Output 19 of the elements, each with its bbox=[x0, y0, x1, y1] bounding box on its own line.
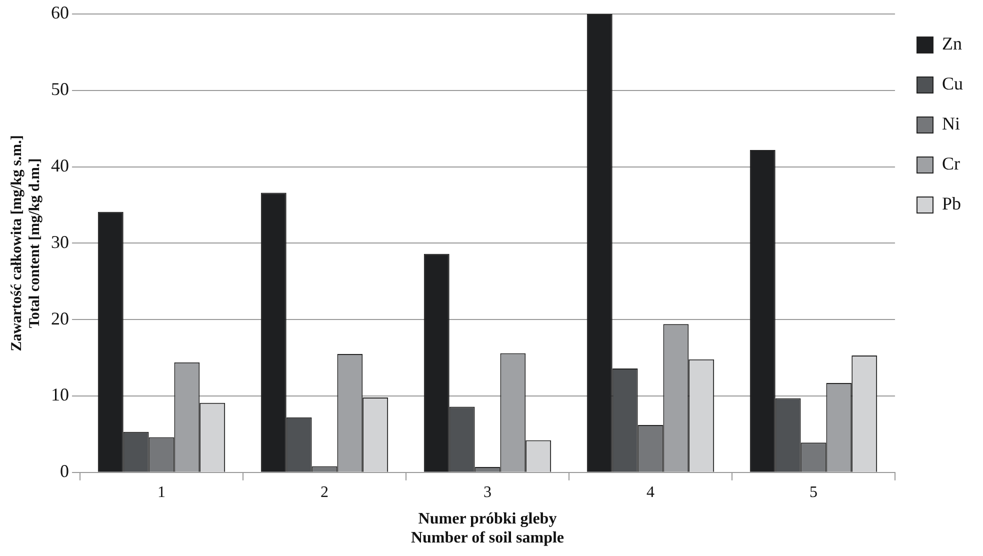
x-tick-label: 3 bbox=[483, 484, 492, 502]
legend-label: Cr bbox=[942, 154, 960, 174]
x-axis-title: Numer próbki gleby Number of soil sample bbox=[410, 510, 564, 547]
y-axis-title: Zawartość całkowita [mg/kg s.m.] Total content [mg/kg d.m.] bbox=[8, 135, 43, 352]
legend-label: Zn bbox=[942, 34, 962, 54]
y-tick-label: 0 bbox=[60, 461, 69, 482]
legend-label: Pb bbox=[942, 194, 962, 214]
x-tick-label: 2 bbox=[320, 484, 328, 502]
y-tick-label: 50 bbox=[51, 79, 69, 100]
legend-label: Ni bbox=[942, 114, 960, 134]
y-tick-label: 20 bbox=[51, 308, 69, 328]
x-tick-label: 4 bbox=[646, 484, 654, 502]
y-tick-label: 60 bbox=[51, 2, 69, 23]
legend-label: Cu bbox=[942, 74, 964, 94]
y-tick-label: 10 bbox=[51, 384, 69, 405]
x-tick-label: 1 bbox=[158, 484, 166, 502]
y-tick-label: 40 bbox=[51, 156, 69, 176]
x-tick-label: 5 bbox=[809, 484, 818, 502]
y-tick-label: 30 bbox=[51, 232, 69, 252]
